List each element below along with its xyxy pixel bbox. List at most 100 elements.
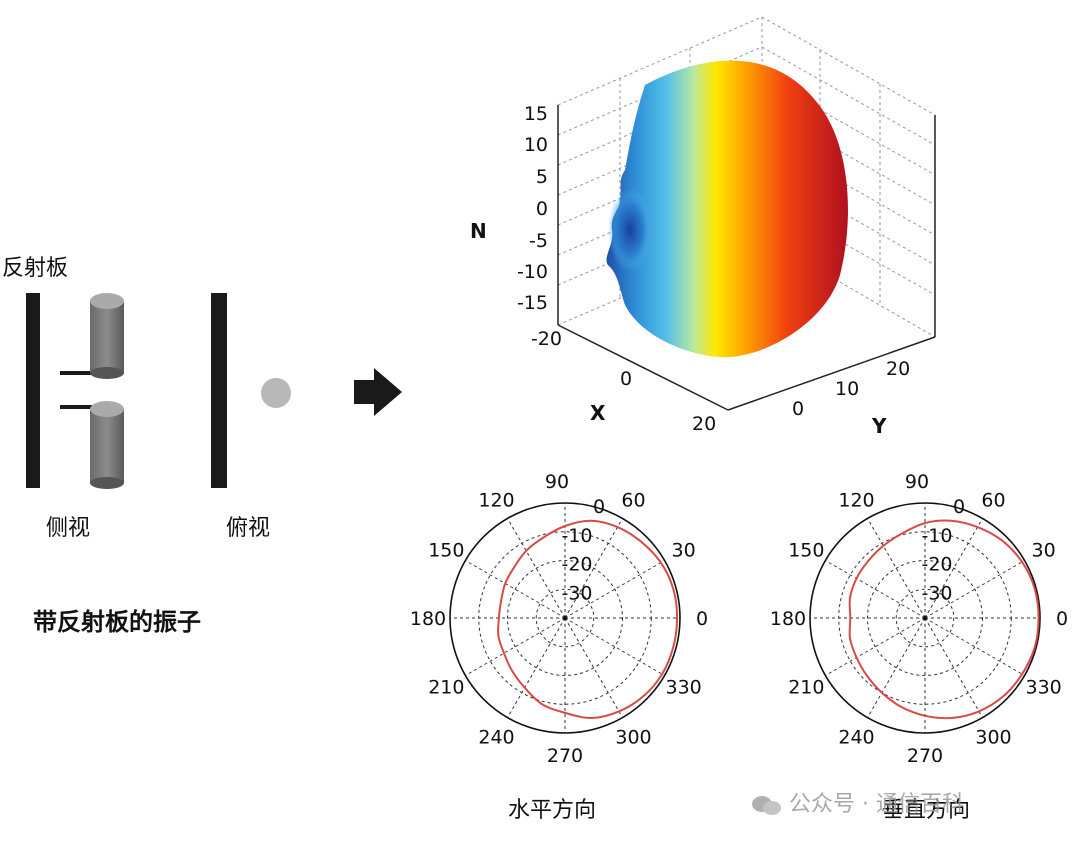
angle-tick-label: 0	[696, 608, 708, 630]
vertical-polar-chart: 03060901201501802102402703003300-10-20-3…	[770, 471, 1068, 765]
radial-tick-label: -10	[561, 525, 592, 547]
angle-tick-label: 120	[478, 489, 514, 511]
reflector-plate-top	[211, 293, 227, 488]
angle-spoke	[564, 617, 665, 676]
radial-tick-label: -20	[561, 554, 592, 576]
radial-ticks: 0-10 -20 -30	[921, 496, 965, 604]
angle-spoke	[825, 560, 926, 619]
angle-tick-label: 300	[615, 727, 651, 749]
y-tick: 0	[792, 398, 804, 420]
radial-tick-label: 0	[593, 496, 605, 518]
radial-ring	[867, 560, 983, 676]
angle-tick-label: 30	[1032, 540, 1056, 562]
angle-tick-label: 330	[1026, 677, 1062, 699]
angle-spoke	[867, 617, 926, 718]
watermark: 公众号 · 通信百科	[752, 786, 964, 818]
y-axis-label: Y	[871, 414, 887, 438]
radial-ring	[507, 560, 623, 676]
center-dot	[923, 616, 927, 620]
radial-ring	[535, 588, 595, 648]
radial-tick-label: -20	[921, 554, 952, 576]
z-tick: 5	[536, 166, 548, 188]
angle-spoke	[564, 560, 665, 619]
x-tick: 20	[692, 413, 716, 435]
arrow-right-icon	[354, 368, 402, 416]
angle-tick-label: 120	[838, 489, 874, 511]
radial-tick-label: 0	[953, 496, 965, 518]
horizontal-polar-chart: 03060901201501802102402703003300-10-20-3…	[410, 471, 708, 765]
angle-spoke	[465, 617, 566, 676]
angle-spoke	[924, 560, 1025, 619]
angle-spoke	[507, 617, 566, 718]
radiation-3d-chart: 15 10 5 0 -5 -10 -15 -20 N 0 20 X 0 10 2…	[470, 16, 936, 438]
horizontal-label: 水平方向	[508, 798, 597, 823]
angle-tick-label: 300	[975, 727, 1011, 749]
z-tick: 0	[536, 198, 548, 220]
angle-spoke	[867, 518, 926, 619]
radiation-pattern-line	[848, 519, 1040, 720]
box-front-edges	[557, 105, 936, 411]
z-tick: -20	[531, 328, 562, 350]
side-view-drawing	[26, 293, 124, 489]
dipole-cross-section	[261, 378, 291, 408]
angle-tick-label: 180	[410, 608, 446, 630]
radiation-surface	[606, 60, 848, 358]
vertical-label: 垂直方向	[882, 798, 971, 823]
watermark-text: 公众号 · 通信百科	[789, 792, 964, 817]
dipole-upper-cylinder	[90, 293, 124, 379]
angle-tick-label: 210	[428, 677, 464, 699]
angle-spoke	[564, 518, 623, 619]
polar-grid	[809, 502, 1041, 734]
angle-tick-label: 270	[547, 745, 583, 765]
top-view-label: 俯视	[226, 516, 271, 541]
z-tick: -15	[517, 292, 548, 314]
angle-spoke	[924, 518, 983, 619]
radial-tick-label: -10	[921, 525, 952, 547]
reflector-plate	[26, 293, 40, 488]
angle-tick-label: 0	[1056, 608, 1068, 630]
angle-tick-label: 270	[907, 745, 943, 765]
x-axis-label: X	[590, 401, 606, 425]
top-view-drawing	[211, 293, 291, 488]
z-tick: -10	[517, 261, 548, 283]
y-tick: 20	[886, 358, 910, 380]
diagram-caption: 带反射板的振子	[33, 608, 201, 636]
angle-tick-label: 180	[770, 608, 806, 630]
dipole-lower-cylinder	[90, 401, 124, 489]
angle-tick-label: 90	[545, 471, 569, 493]
y-tick: 10	[835, 378, 859, 400]
z-tick: 15	[524, 103, 548, 125]
radiation-pattern-line	[497, 519, 679, 720]
outer-ring	[809, 502, 1041, 734]
radial-ticks: 0-10 -20 -30	[561, 496, 605, 604]
side-view-label: 侧视	[46, 516, 91, 541]
angle-spoke	[924, 617, 1025, 676]
x-tick: 0	[620, 368, 632, 390]
angle-tick-label: 30	[672, 540, 696, 562]
angle-spoke	[507, 518, 566, 619]
z-axis-label: N	[470, 219, 487, 243]
angle-tick-label: 210	[788, 677, 824, 699]
outer-ring	[449, 502, 681, 734]
angle-tick-label: 60	[621, 489, 645, 511]
reflector-label: 反射板	[2, 256, 69, 281]
angle-tick-label: 150	[788, 540, 824, 562]
polar-grid	[449, 502, 681, 734]
angle-tick-label: 150	[428, 540, 464, 562]
center-dot	[563, 616, 567, 620]
angle-tick-label: 240	[478, 727, 514, 749]
z-tick: -5	[529, 230, 548, 252]
angle-spoke	[465, 560, 566, 619]
angle-spoke	[924, 617, 983, 718]
angle-tick-label: 60	[981, 489, 1005, 511]
angle-spoke	[564, 617, 623, 718]
z-tick: 10	[524, 134, 548, 156]
radial-tick-label: -30	[921, 582, 952, 604]
angle-tick-label: 240	[838, 727, 874, 749]
radial-tick-label: -30	[561, 582, 592, 604]
angle-spoke	[825, 617, 926, 676]
z-axis-ticks: 15 10 5 0 -5 -10 -15 -20	[517, 103, 562, 350]
angle-tick-label: 90	[905, 471, 929, 493]
radial-ring	[895, 588, 955, 648]
angle-tick-label: 330	[666, 677, 702, 699]
